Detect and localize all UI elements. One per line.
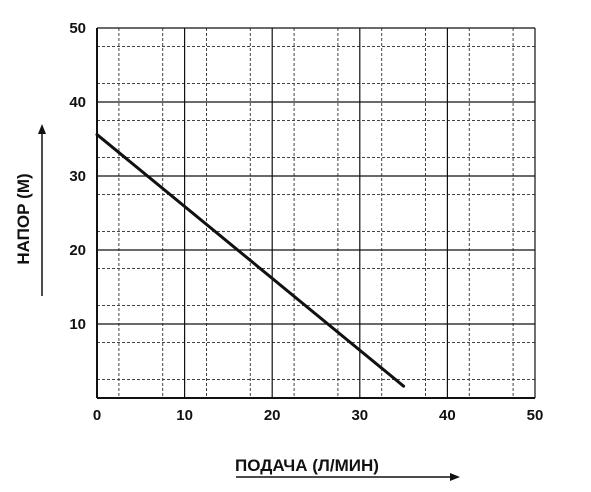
y-tick-label: 30 <box>69 168 86 185</box>
x-tick-label: 40 <box>439 407 456 424</box>
y-tick-label: 10 <box>69 316 86 333</box>
chart-axes <box>96 28 535 399</box>
y-tick-label: 50 <box>69 20 86 37</box>
y-axis-title: НАПОР (М) <box>14 173 33 264</box>
y-tick-label: 20 <box>69 242 86 259</box>
x-tick-label: 10 <box>176 407 193 424</box>
x-tick-label: 30 <box>351 407 368 424</box>
x-tick-label: 20 <box>264 407 281 424</box>
series-line <box>95 133 406 388</box>
y-axis-arrow-head <box>38 124 46 134</box>
major-grid <box>97 27 536 398</box>
x-tick-label: 0 <box>93 407 101 424</box>
series-layer <box>95 133 406 388</box>
y-tick-label: 40 <box>69 94 86 111</box>
x-axis-title: ПОДАЧА (Л/МИН) <box>235 456 379 475</box>
tick-labels: 0 10 20 30 40 50 10 20 30 40 50 <box>69 20 543 424</box>
x-tick-label: 50 <box>527 407 544 424</box>
x-axis-arrow-head <box>450 473 460 481</box>
minor-grid <box>97 28 535 398</box>
